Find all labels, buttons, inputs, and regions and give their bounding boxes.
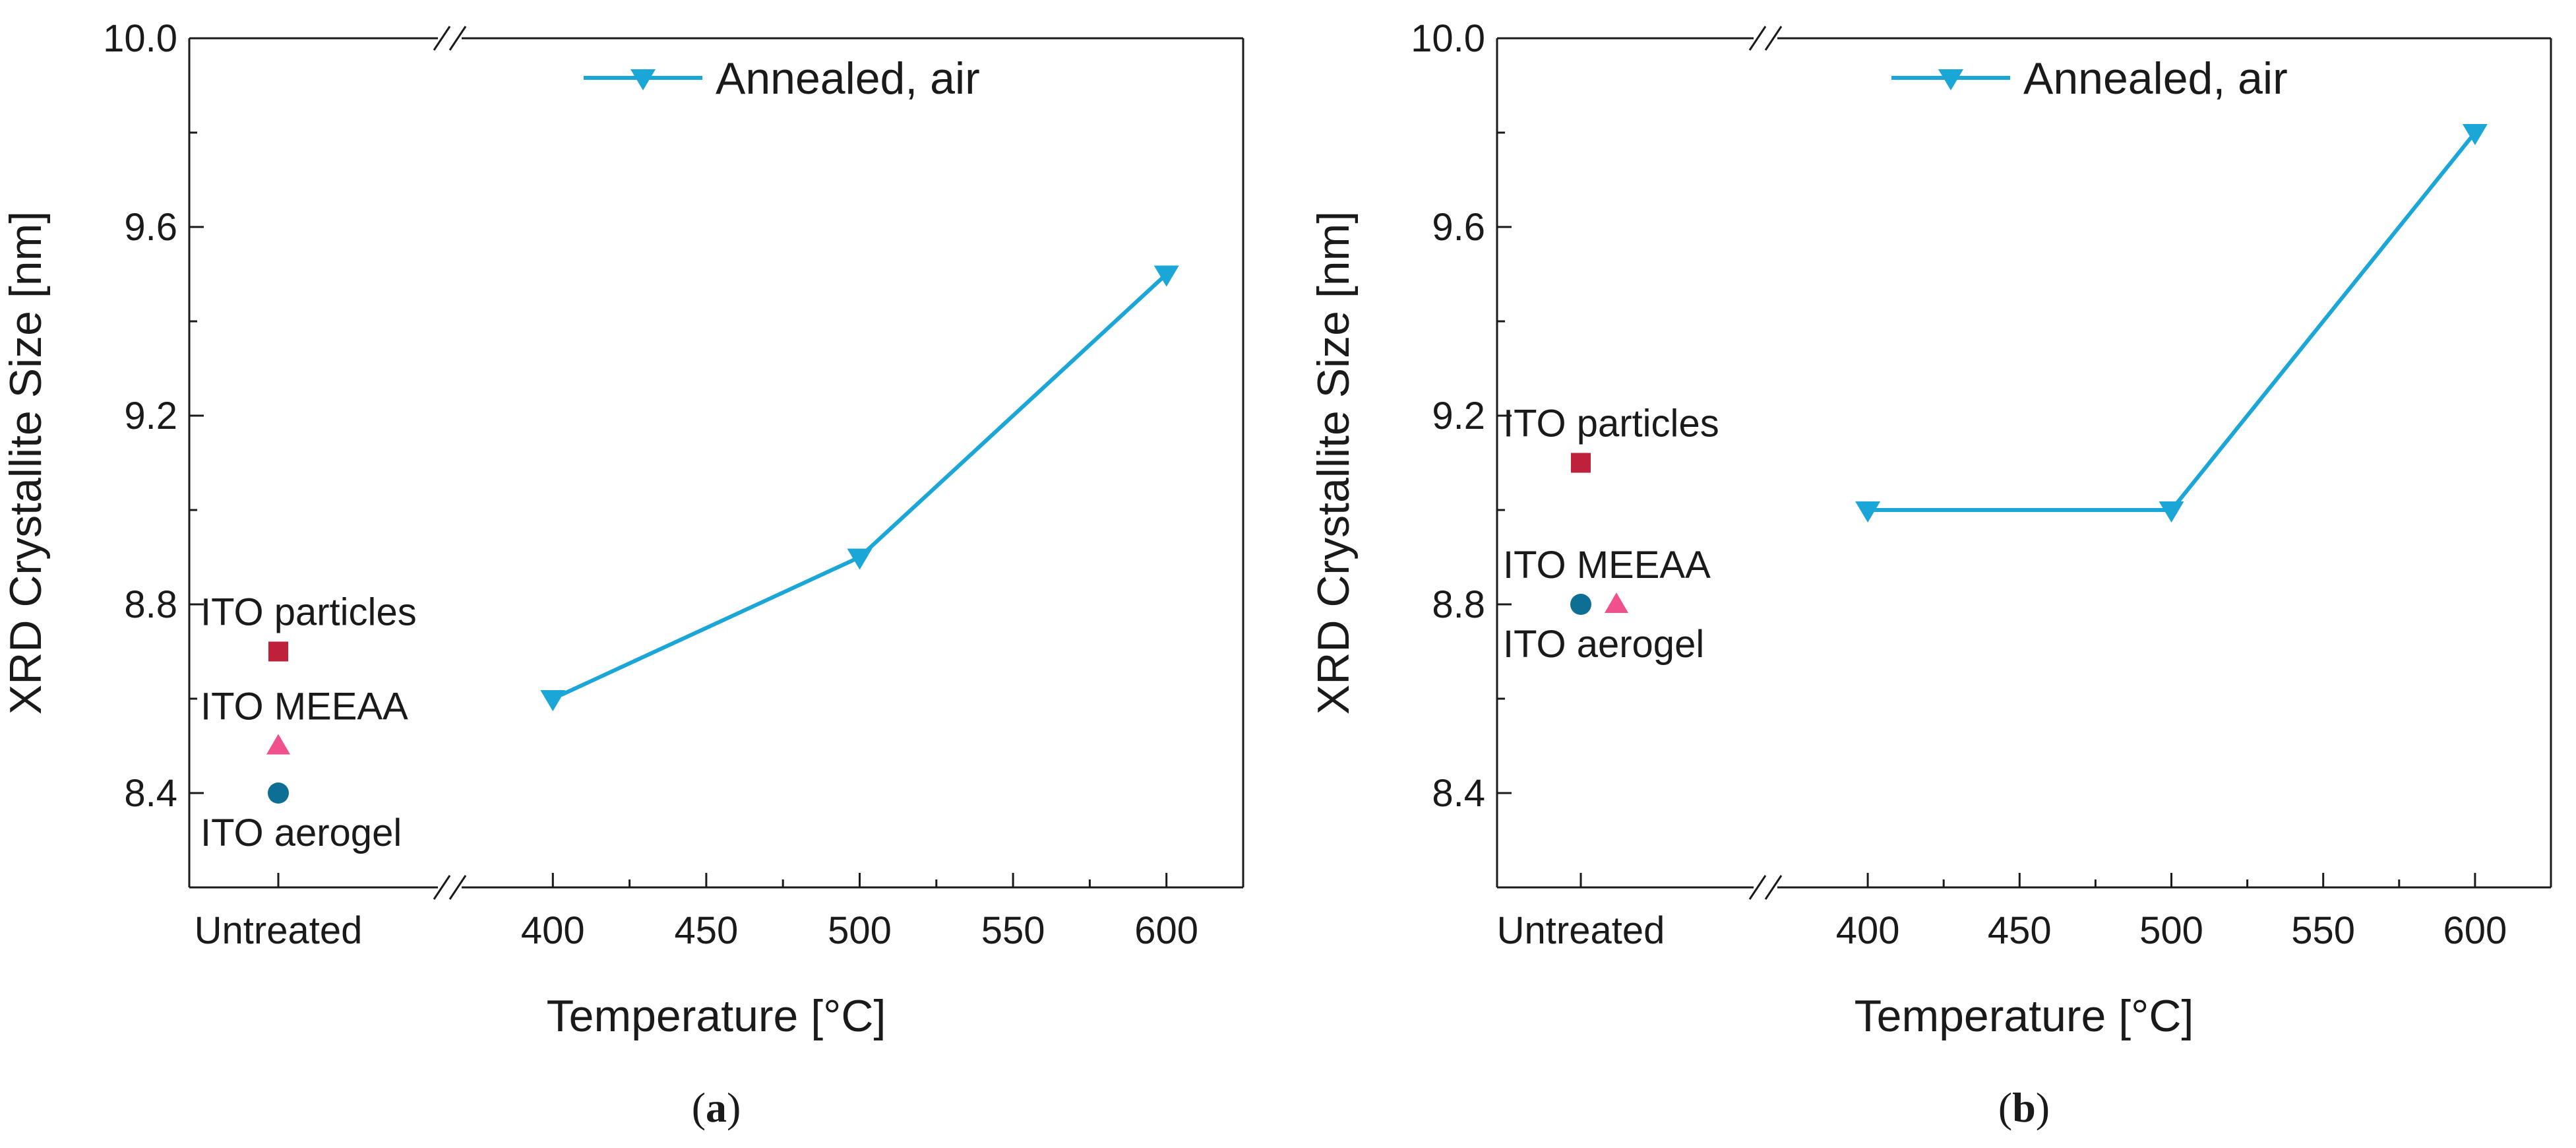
data-point xyxy=(847,548,873,570)
untreated-point xyxy=(1605,592,1628,613)
x-tick-label: 600 xyxy=(1134,909,1198,952)
legend-label: Annealed, air xyxy=(2023,53,2288,104)
y-tick-label: 10.0 xyxy=(1411,17,1485,60)
untreated-point xyxy=(1571,453,1591,473)
legend-marker xyxy=(1938,69,1963,90)
data-point xyxy=(540,690,566,711)
y-axis-title: XRD Crystallite Size [nm] xyxy=(1308,211,1359,715)
y-tick-label: 9.2 xyxy=(1432,395,1485,437)
x-tick-label: 500 xyxy=(828,909,892,952)
y-tick-label: 10.0 xyxy=(103,17,177,60)
y-tick-label: 9.6 xyxy=(1432,206,1485,249)
y-tick-label: 8.8 xyxy=(1432,583,1485,626)
y-tick-label: 8.4 xyxy=(124,772,177,815)
point-label: ITO MEEAA xyxy=(1503,544,1711,587)
y-tick-label: 9.6 xyxy=(124,206,177,249)
series-line xyxy=(552,272,1168,701)
data-point xyxy=(1153,265,1179,287)
point-label: ITO particles xyxy=(1503,402,1719,445)
axis-break-mark xyxy=(1764,26,1783,51)
series-line xyxy=(1868,131,2477,512)
x-tick-label: 600 xyxy=(2443,909,2507,952)
untreated-point xyxy=(268,782,289,804)
x-tick-label: 450 xyxy=(1988,909,2052,952)
point-label: ITO aerogel xyxy=(200,812,402,854)
axis-break-mark xyxy=(448,875,467,900)
x-tick-label: 550 xyxy=(981,909,1045,952)
y-axis-title: XRD Crystallite Size [nm] xyxy=(1,211,51,715)
legend-marker xyxy=(630,69,656,90)
y-tick-label: 8.4 xyxy=(1432,772,1485,815)
x-tick-label: 500 xyxy=(2139,909,2203,952)
chart-panel-b: 8.4 8.8 9.2 9.6 10.0 400 450 500 550 600 Untreated… xyxy=(1308,17,2552,1131)
untreated-point xyxy=(1570,594,1591,615)
axis-break-mark xyxy=(1764,875,1783,900)
y-tick-label: 8.8 xyxy=(124,583,177,626)
panel-label: (a) xyxy=(692,1084,741,1131)
data-point xyxy=(1855,501,1881,523)
x-tick-label: 550 xyxy=(2291,909,2355,952)
data-point xyxy=(2159,501,2184,523)
point-label: ITO MEEAA xyxy=(200,686,408,728)
axis-break-mark xyxy=(433,875,451,900)
x-tick-label: 400 xyxy=(521,909,585,952)
untreated-point xyxy=(268,641,288,662)
axis-break-mark xyxy=(1748,26,1767,51)
data-point xyxy=(2462,124,2488,145)
x-tick-label-untreated: Untreated xyxy=(195,909,363,952)
y-tick-label: 9.2 xyxy=(124,395,177,437)
point-label: ITO particles xyxy=(200,591,417,634)
axis-break-mark xyxy=(1748,875,1767,900)
chart-panel-a: 8.4 8.8 9.2 9.6 10.0 400 450 500 550 600 Untreated… xyxy=(1,17,1244,1131)
x-axis-title: Temperature [°C] xyxy=(1855,991,2194,1041)
point-label: ITO aerogel xyxy=(1503,623,1704,666)
panel-label: (b) xyxy=(1998,1084,2050,1131)
x-tick-label: 400 xyxy=(1836,909,1900,952)
x-tick-label: 450 xyxy=(675,909,739,952)
untreated-point xyxy=(266,734,290,755)
axis-break-mark xyxy=(433,26,451,51)
x-axis-title: Temperature [°C] xyxy=(547,991,886,1041)
legend-label: Annealed, air xyxy=(716,53,980,104)
x-tick-label-untreated: Untreated xyxy=(1497,909,1665,952)
axis-break-mark xyxy=(448,26,467,51)
